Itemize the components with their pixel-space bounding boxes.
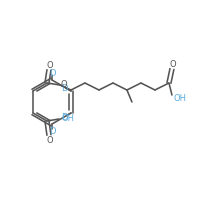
Text: D: D — [49, 127, 55, 136]
Text: OH: OH — [173, 94, 186, 103]
Text: D: D — [61, 112, 68, 121]
Text: D: D — [49, 69, 55, 78]
Text: OH: OH — [61, 114, 74, 123]
Text: O: O — [170, 60, 176, 69]
Text: O: O — [61, 80, 67, 89]
Text: O: O — [47, 61, 53, 70]
Text: O: O — [47, 136, 53, 145]
Text: D: D — [61, 84, 68, 93]
